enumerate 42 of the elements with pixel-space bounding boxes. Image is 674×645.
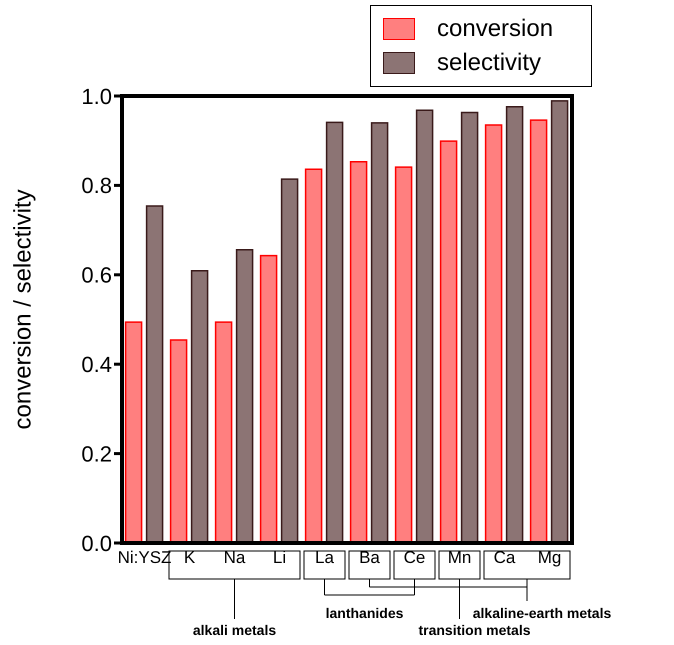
bar [124,321,142,543]
bar [550,100,568,543]
bar [326,122,344,543]
bar [350,160,368,543]
legend-label: conversion [436,14,554,44]
text: transition metals [418,622,531,638]
legend-label: selectivity [436,48,542,78]
x-tick-label: La [315,548,334,568]
bar [506,106,524,543]
y-axis-title: conversion / selectivity [10,189,37,430]
y-tick-label: 0.6 [81,262,112,288]
bar [440,140,458,543]
bar [190,270,208,543]
bar [280,178,298,543]
bar [460,112,478,543]
y-tick-label: 0.8 [81,173,112,198]
text: lanthanides [326,605,404,621]
y-tick-label: 0.0 [81,530,112,556]
y-tick-label: 1.0 [81,84,112,109]
bar [214,321,232,543]
bar [370,122,388,543]
text: alkaline-earth metals [472,605,612,621]
text: alkali metals [192,622,276,638]
x-tick-label: Mn [448,548,472,568]
y-tick-label: 0.2 [81,441,112,466]
bar [146,205,164,543]
x-tick-label: Ba [359,548,380,568]
bar [260,254,278,543]
bar [170,339,188,543]
x-tick-label: Na [224,548,246,568]
x-tick-label: Li [272,548,286,568]
y-tick-label: 0.4 [81,352,112,378]
bar [304,168,322,543]
x-tick-label: Mg [538,548,562,568]
bar [394,166,412,543]
x-tick-label: K [184,548,196,568]
bar [484,124,502,543]
x-tick-label: Ce [404,548,426,568]
x-tick-label: Ca [494,548,516,568]
bar [530,119,548,543]
bar [416,110,434,543]
bar [236,249,254,543]
